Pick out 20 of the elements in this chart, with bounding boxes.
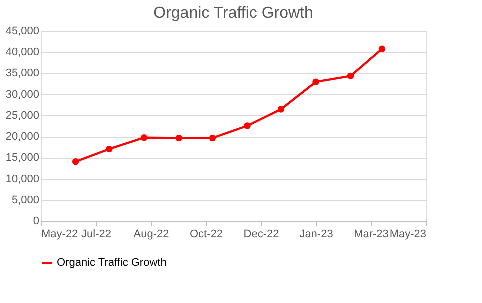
x-tick-label: Jan-23 bbox=[300, 228, 334, 240]
y-tick-label: 30,000 bbox=[6, 88, 40, 101]
legend-label: Organic Traffic Growth bbox=[57, 257, 167, 269]
x-tick-label: Aug-22 bbox=[134, 228, 170, 240]
x-tick-label: May-23 bbox=[390, 228, 426, 240]
y-tick-label: 10,000 bbox=[6, 173, 40, 186]
y-tick-label: 5,000 bbox=[12, 194, 40, 206]
y-tick-label: 40,000 bbox=[6, 46, 40, 59]
x-tick-label: Jul-22 bbox=[82, 228, 112, 240]
y-tick-label: 0 bbox=[33, 216, 40, 228]
y-tick-label: 20,000 bbox=[6, 131, 40, 144]
x-tick-label: Oct-22 bbox=[190, 228, 224, 240]
y-tick-label: 15,000 bbox=[6, 152, 40, 164]
y-tick-label: 35,000 bbox=[6, 68, 40, 80]
y-tick-label: 25,000 bbox=[6, 110, 40, 122]
y-tick-label: 45,000 bbox=[6, 26, 40, 38]
chart-title: Organic Traffic Growth bbox=[154, 5, 314, 22]
x-tick-label: May-22 bbox=[42, 228, 78, 240]
x-tick-label: Dec-22 bbox=[244, 228, 280, 240]
x-tick-label: Mar-23 bbox=[354, 228, 389, 240]
